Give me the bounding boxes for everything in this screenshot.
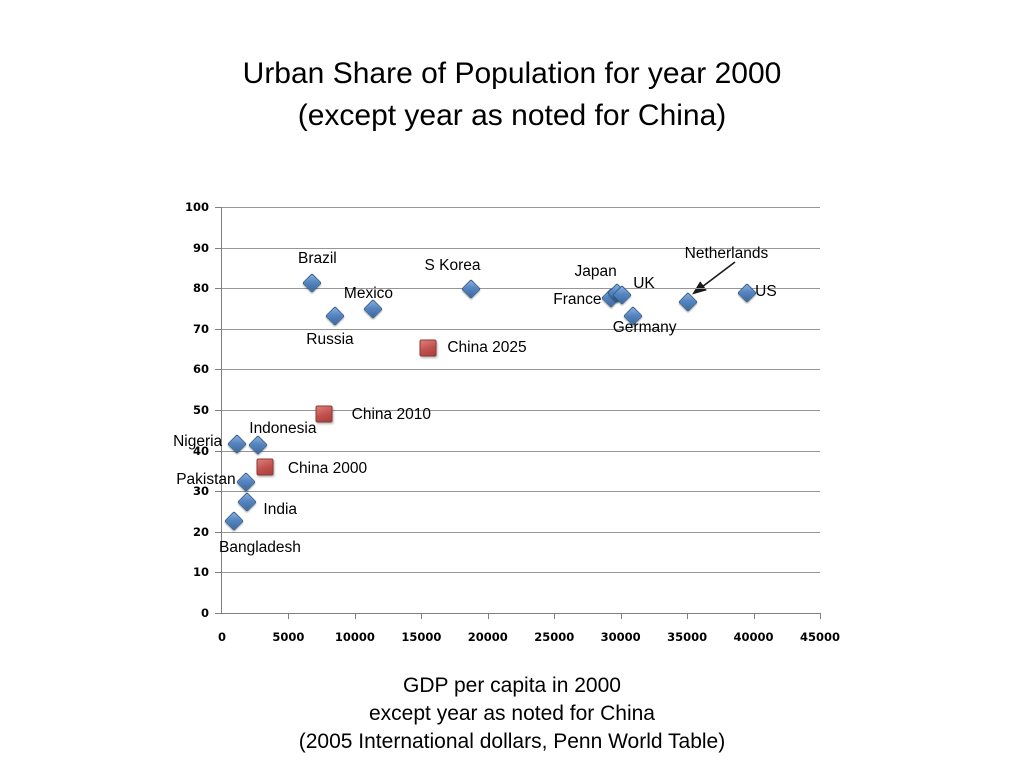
data-point-us [737, 283, 757, 303]
gridline-y-20 [222, 531, 820, 533]
x-tick-20000 [487, 613, 489, 619]
point-label-germany: Germany [612, 318, 677, 336]
x-tick-label-45000: 45000 [799, 630, 841, 644]
y-tick-label-80: 80 [192, 281, 209, 296]
x-tick-label-40000: 40000 [733, 630, 774, 644]
x-tick-45000 [820, 613, 821, 619]
x-tick-label-5000: 5000 [272, 630, 305, 644]
gridline-y-80 [222, 288, 820, 290]
data-point-china-2025 [419, 339, 437, 357]
x-tick-label-20000: 20000 [467, 630, 508, 644]
chart-title: Urban Share of Population for year 2000 … [0, 53, 1024, 137]
gridline-y-90 [222, 247, 820, 249]
data-point-s-korea [460, 279, 481, 299]
point-label-us: US [755, 283, 777, 301]
data-point-netherlands [678, 292, 699, 312]
x-tick-label-25000: 25000 [534, 630, 575, 644]
y-tick-90 [215, 247, 222, 249]
y-tick-60 [215, 369, 222, 371]
point-label-china-2025: China 2025 [447, 338, 527, 356]
chart-title-line1: Urban Share of Population for year 2000 [242, 57, 782, 90]
point-label-japan: Japan [574, 263, 617, 281]
x-tick-35000 [687, 613, 689, 619]
y-tick-label-30: 30 [192, 484, 209, 499]
point-label-china-2000: China 2000 [287, 459, 368, 477]
y-tick-10 [215, 572, 222, 574]
y-tick-70 [215, 328, 222, 330]
data-point-india [237, 492, 258, 513]
y-tick-label-50: 50 [192, 403, 209, 417]
gridline-y-100 [222, 207, 820, 208]
point-label-uk: UK [633, 275, 655, 293]
y-tick-80 [215, 288, 222, 290]
y-tick-100 [215, 207, 222, 208]
point-label-netherlands: Netherlands [684, 245, 769, 262]
x-axis-caption: GDP per capita in 2000 except year as no… [0, 672, 1024, 756]
point-label-brazil: Brazil [297, 249, 337, 267]
data-point-china-2000 [256, 458, 274, 476]
point-label-mexico: Mexico [343, 284, 394, 302]
x-tick-30000 [620, 613, 622, 619]
y-tick-label-60: 60 [192, 362, 209, 377]
gridline-y-50 [222, 410, 820, 411]
chart-title-line2: (except year as noted for China) [297, 99, 727, 132]
y-tick-40 [215, 450, 222, 452]
point-label-nigeria: Nigeria [173, 433, 223, 451]
x-tick-label-0: 0 [217, 630, 227, 644]
y-tick-label-10: 10 [192, 565, 209, 580]
data-point-russia [325, 305, 345, 326]
y-tick-label-90: 90 [192, 240, 209, 255]
data-point-brazil [302, 273, 323, 293]
gridline-y-70 [222, 328, 820, 330]
point-label-s-korea: S Korea [424, 257, 481, 274]
y-tick-20 [215, 531, 222, 533]
data-point-indonesia [247, 435, 268, 455]
y-tick-50 [215, 410, 222, 411]
x-tick-15000 [421, 613, 423, 619]
x-tick-40000 [753, 613, 755, 619]
gridline-y-10 [222, 572, 820, 574]
y-tick-label-70: 70 [192, 321, 209, 336]
point-label-china-2010: China 2010 [351, 406, 431, 424]
point-label-bangladesh: Bangladesh [219, 538, 301, 556]
y-tick-label-0: 0 [200, 606, 209, 620]
gridline-y-30 [222, 491, 820, 493]
x-tick-25000 [554, 613, 556, 619]
x-tick-label-35000: 35000 [667, 630, 708, 644]
gridline-y-60 [222, 369, 820, 371]
y-tick-label-100: 100 [184, 200, 209, 214]
data-point-china-2010 [315, 405, 333, 423]
gridline-y-40 [222, 450, 820, 452]
x-tick-10000 [354, 613, 356, 619]
point-label-india: India [263, 501, 298, 519]
y-tick-0 [215, 613, 222, 614]
data-point-pakistan [236, 471, 256, 492]
x-axis-caption-line3: (2005 International dollars, Penn World … [298, 730, 726, 753]
x-tick-5000 [288, 613, 290, 619]
y-tick-label-40: 40 [192, 443, 209, 458]
y-tick-30 [215, 491, 222, 493]
gridline-y-0 [222, 613, 820, 614]
point-label-russia: Russia [306, 330, 354, 348]
data-point-bangladesh [224, 510, 244, 531]
x-tick-label-30000: 30000 [600, 630, 641, 644]
point-label-pakistan: Pakistan [176, 470, 236, 488]
x-tick-label-15000: 15000 [401, 630, 442, 644]
point-label-indonesia: Indonesia [249, 419, 317, 437]
x-axis-caption-line2: except year as noted for China [368, 702, 655, 725]
y-tick-label-20: 20 [192, 524, 209, 539]
x-tick-label-10000: 10000 [334, 630, 375, 644]
plot-area: 0 10 20 30 40 50 60 70 80 90 100 0 5000 10000 15000 200… [173, 200, 840, 644]
point-label-france: France [553, 290, 602, 308]
x-axis-caption-line1: GDP per capita in 2000 [403, 674, 621, 697]
